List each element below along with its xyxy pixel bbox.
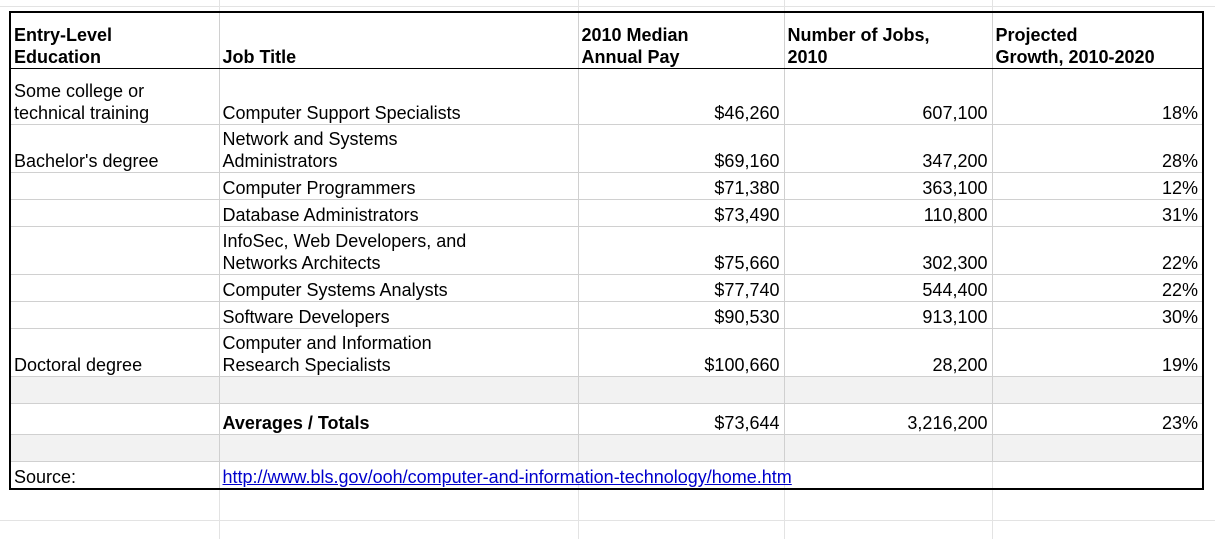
cell-projected-growth[interactable]: 19%	[991, 328, 1204, 377]
cell-number-of-jobs[interactable]: 544,400	[783, 274, 993, 302]
empty-cell[interactable]	[783, 376, 993, 404]
cell-projected-growth[interactable]: 18%	[991, 68, 1204, 125]
empty-cell[interactable]	[991, 376, 1204, 404]
empty-cell[interactable]	[9, 403, 220, 435]
cell-median-pay[interactable]: $100,660	[577, 328, 785, 377]
cell-number-of-jobs[interactable]: 913,100	[783, 301, 993, 329]
empty-cell[interactable]	[9, 434, 220, 462]
cell-number-of-jobs[interactable]: 347,200	[783, 124, 993, 173]
empty-cell[interactable]	[218, 434, 579, 462]
totals-row: Averages / Totals $73,644 3,216,200 23%	[9, 403, 1204, 435]
cell-education[interactable]	[9, 226, 220, 275]
cell-median-pay[interactable]: $46,260	[577, 68, 785, 125]
cell-projected-growth[interactable]: 31%	[991, 199, 1204, 227]
cell-job-title[interactable]: Computer Support Specialists	[218, 68, 579, 125]
cell-projected-growth[interactable]: 28%	[991, 124, 1204, 173]
cell-median-pay[interactable]: $90,530	[577, 301, 785, 329]
cell-projected-growth[interactable]: 22%	[991, 226, 1204, 275]
cell-number-of-jobs[interactable]: 363,100	[783, 172, 993, 200]
table-row: Some college or technical training Compu…	[9, 68, 1204, 125]
cell-median-pay[interactable]: $71,380	[577, 172, 785, 200]
cell-median-pay[interactable]: $69,160	[577, 124, 785, 173]
empty-cell[interactable]	[577, 376, 785, 404]
cell-job-title[interactable]: Computer Systems Analysts	[218, 274, 579, 302]
cell-education[interactable]: Bachelor's degree	[9, 124, 220, 173]
table-row: Doctoral degree Computer and Information…	[9, 328, 1204, 377]
total-projected-growth[interactable]: 23%	[991, 403, 1204, 435]
blank-row	[9, 376, 1204, 404]
empty-cell[interactable]	[218, 376, 579, 404]
cell-education[interactable]	[9, 172, 220, 200]
blank-row	[9, 434, 1204, 462]
empty-cell[interactable]	[9, 376, 220, 404]
header-job-title[interactable]: Job Title	[218, 11, 579, 69]
table-row: Computer Systems Analysts $77,740 544,40…	[9, 274, 1204, 302]
cell-projected-growth[interactable]: 12%	[991, 172, 1204, 200]
cell-education[interactable]: Some college or technical training	[9, 68, 220, 125]
cell-number-of-jobs[interactable]: 302,300	[783, 226, 993, 275]
table-row: InfoSec, Web Developers, and Networks Ar…	[9, 226, 1204, 275]
spreadsheet-table: Entry-Level Education Job Title 2010 Med…	[9, 11, 1204, 490]
gridline	[0, 6, 1215, 7]
source-link-cell: http://www.bls.gov/ooh/computer-and-info…	[218, 461, 1204, 490]
cell-education[interactable]: Doctoral degree	[9, 328, 220, 377]
total-number-of-jobs[interactable]: 3,216,200	[783, 403, 993, 435]
cell-education[interactable]	[9, 301, 220, 329]
cell-number-of-jobs[interactable]: 110,800	[783, 199, 993, 227]
cell-job-title[interactable]: Network and Systems Administrators	[218, 124, 579, 173]
table-row: Database Administrators $73,490 110,800 …	[9, 199, 1204, 227]
cell-education[interactable]	[9, 274, 220, 302]
source-label: Source:	[9, 461, 220, 490]
header-projected-growth[interactable]: Projected Growth, 2010-2020	[991, 11, 1204, 69]
cell-job-title[interactable]: Database Administrators	[218, 199, 579, 227]
total-median-pay[interactable]: $73,644	[577, 403, 785, 435]
header-number-of-jobs[interactable]: Number of Jobs, 2010	[783, 11, 993, 69]
cell-job-title[interactable]: Computer Programmers	[218, 172, 579, 200]
cell-education[interactable]	[9, 199, 220, 227]
header-median-pay[interactable]: 2010 Median Annual Pay	[577, 11, 785, 69]
cell-job-title[interactable]: Software Developers	[218, 301, 579, 329]
empty-cell[interactable]	[783, 434, 993, 462]
header-education[interactable]: Entry-Level Education	[9, 11, 220, 69]
empty-cell[interactable]	[991, 434, 1204, 462]
table-row: Computer Programmers $71,380 363,100 12%	[9, 172, 1204, 200]
cell-projected-growth[interactable]: 30%	[991, 301, 1204, 329]
cell-median-pay[interactable]: $77,740	[577, 274, 785, 302]
totals-label[interactable]: Averages / Totals	[218, 403, 579, 435]
cell-job-title[interactable]: Computer and Information Research Specia…	[218, 328, 579, 377]
cell-median-pay[interactable]: $73,490	[577, 199, 785, 227]
cell-job-title[interactable]: InfoSec, Web Developers, and Networks Ar…	[218, 226, 579, 275]
gridline	[0, 520, 1215, 521]
cell-projected-growth[interactable]: 22%	[991, 274, 1204, 302]
source-row: Source: http://www.bls.gov/ooh/computer-…	[9, 461, 1204, 490]
table-row: Bachelor's degree Network and Systems Ad…	[9, 124, 1204, 173]
table-row: Software Developers $90,530 913,100 30%	[9, 301, 1204, 329]
cell-number-of-jobs[interactable]: 607,100	[783, 68, 993, 125]
header-row: Entry-Level Education Job Title 2010 Med…	[9, 11, 1204, 69]
cell-number-of-jobs[interactable]: 28,200	[783, 328, 993, 377]
cell-median-pay[interactable]: $75,660	[577, 226, 785, 275]
empty-cell[interactable]	[577, 434, 785, 462]
source-link[interactable]: http://www.bls.gov/ooh/computer-and-info…	[222, 467, 792, 487]
